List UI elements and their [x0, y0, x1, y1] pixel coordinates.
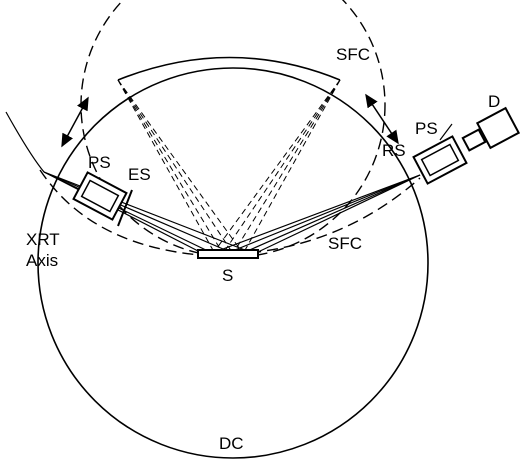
- label-sfc-top: SFC: [336, 45, 370, 64]
- label-sfc-right: SFC: [328, 234, 362, 253]
- left-parallel-slits: [72, 171, 128, 221]
- ps-right-leader: [439, 123, 453, 141]
- label-xrt: XRT: [26, 230, 60, 249]
- focusing-circle-large: [80, 0, 386, 258]
- specimen: [197, 249, 259, 259]
- label-dc: DC: [219, 434, 244, 453]
- diffracted-beam: [214, 174, 421, 253]
- label-ps-right: PS: [415, 119, 438, 138]
- detector: [475, 106, 521, 150]
- label-es: ES: [128, 165, 151, 184]
- detector-coupling: [461, 128, 487, 152]
- dashed-ray-bundle: [117, 79, 341, 253]
- right-rotation-arrow: [365, 93, 399, 145]
- label-axis: Axis: [26, 251, 58, 270]
- incident-beam: [43, 171, 251, 253]
- left-rotation-arrow: [61, 96, 89, 148]
- right-parallel-slits: [412, 135, 468, 185]
- label-s: S: [222, 266, 233, 285]
- label-ps-left: PS: [88, 153, 111, 172]
- label-rs: RS: [382, 141, 406, 160]
- xrt-axis-curve: [5, 111, 45, 173]
- label-d: D: [488, 92, 500, 111]
- entrance-slit: [117, 189, 133, 227]
- top-arc: [117, 56, 341, 81]
- diffractometer-circle: [37, 67, 429, 459]
